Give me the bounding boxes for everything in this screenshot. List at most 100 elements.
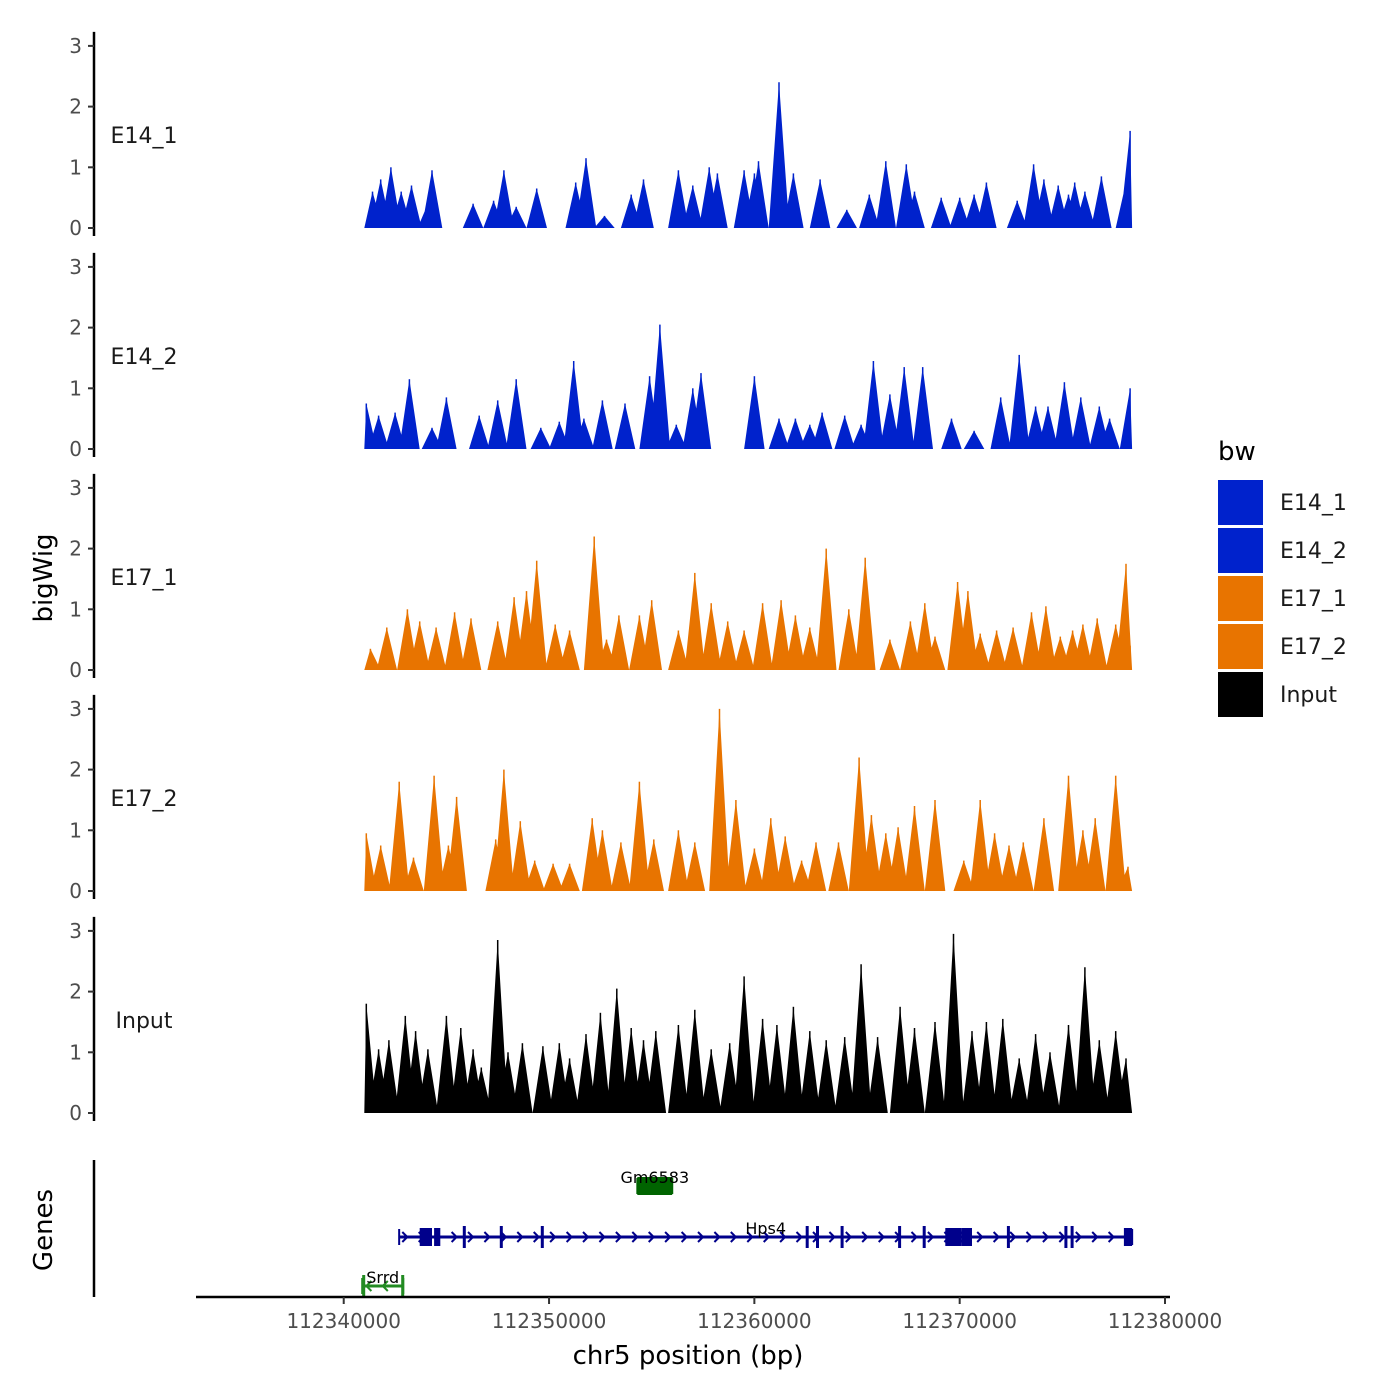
- x-tick-label-4: 112380000: [1108, 1309, 1223, 1333]
- exon-hps4-10: [945, 1228, 962, 1246]
- signal-area-e14-1: [364, 82, 1133, 228]
- exon-hps4-5: [805, 1226, 809, 1248]
- y-tick-label-e17-2-1: 1: [69, 818, 82, 842]
- strand-arrow-hps4-12: [598, 1231, 606, 1243]
- gene-gm6583: Gm6583: [620, 1168, 689, 1195]
- strand-arrow-hps4-27: [845, 1231, 853, 1243]
- strand-arrow-hps4-22: [762, 1231, 771, 1243]
- strand-arrow-hps4-7: [516, 1231, 524, 1243]
- strand-arrow-hps4-4: [467, 1231, 475, 1243]
- y-tick-label-e14-1-0: 0: [69, 216, 82, 240]
- y-axis-title: bigWig: [29, 533, 59, 622]
- strand-arrow-hps4-21: [746, 1231, 754, 1243]
- gene-hps4: Hps4: [398, 1219, 1134, 1248]
- strand-arrow-srrd-1: [381, 1280, 389, 1292]
- strand-arrow-hps4-42: [1091, 1231, 1099, 1243]
- legend-title: bw: [1218, 437, 1256, 467]
- legend-swatch-e17-2: [1218, 624, 1263, 669]
- legend-label-e14-1: E14_1: [1280, 491, 1347, 516]
- strand-arrow-hps4-15: [647, 1231, 656, 1243]
- track-input: 0 1 2 3 Input: [69, 916, 1133, 1125]
- strand-arrow-hps4-35: [976, 1231, 984, 1243]
- strand-arrow-hps4-37: [1009, 1231, 1017, 1243]
- strand-arrow-hps4-8: [532, 1231, 541, 1243]
- y-tick-label-e14-2-3: 3: [69, 255, 82, 279]
- legend-swatch-input: [1218, 672, 1263, 717]
- y-tick-label-e14-1-2: 2: [69, 95, 82, 119]
- gene-label-gm6583: Gm6583: [620, 1168, 689, 1187]
- strand-arrow-hps4-26: [828, 1231, 836, 1243]
- track-e17-1: 0 1 2 3 E17_1: [69, 473, 1133, 682]
- track-label-e17-1: E17_1: [111, 566, 178, 591]
- x-tick-label-2: 112360000: [697, 1309, 812, 1333]
- y-tick-label-e14-2-0: 0: [69, 437, 82, 461]
- track-e14-2: 0 1 2 3 E14_2: [69, 252, 1133, 461]
- strand-arrow-hps4-5: [483, 1231, 491, 1243]
- strand-arrow-hps4-20: [730, 1231, 738, 1243]
- exon-gm6583-0: [637, 1177, 673, 1195]
- legend: bw E14_1 E14_2 E17_1 E17_2 Input: [1218, 437, 1347, 717]
- strand-arrow-hps4-24: [795, 1231, 803, 1243]
- signal-area-e17-1: [364, 536, 1133, 670]
- strand-arrow-hps4-31: [910, 1231, 918, 1243]
- exon-hps4-15: [1123, 1228, 1133, 1246]
- exon-hps4-1: [434, 1228, 441, 1246]
- exon-hps4-13: [1064, 1226, 1068, 1248]
- track-label-e14-1: E14_1: [111, 124, 178, 149]
- strand-arrow-hps4-29: [877, 1231, 886, 1243]
- track-label-e17-2: E17_2: [111, 787, 178, 812]
- exon-hps4-11: [961, 1228, 972, 1246]
- exon-hps4-7: [840, 1226, 844, 1248]
- legend-swatch-e14-1: [1218, 480, 1263, 525]
- genes-axis-title: Genes: [29, 1189, 59, 1271]
- strand-arrow-hps4-41: [1075, 1231, 1083, 1243]
- y-tick-label-e17-1-1: 1: [69, 597, 82, 621]
- x-tick-label-3: 112370000: [902, 1309, 1017, 1333]
- signal-tracks: 0 1 2 3 E14_1 0 1 2 3 E14_2 0 1 2 3 E17_1 0 1 2 3 E17_2 0 1 2 3…: [69, 31, 1133, 1125]
- track-label-e14-2: E14_2: [111, 345, 178, 370]
- strand-arrow-hps4-9: [549, 1231, 557, 1243]
- exon-hps4-4: [540, 1226, 544, 1248]
- strand-arrow-hps4-39: [1042, 1231, 1050, 1243]
- strand-arrow-hps4-40: [1058, 1231, 1066, 1243]
- exon-srrd-0: [362, 1275, 366, 1297]
- strand-arrow-hps4-23: [779, 1231, 787, 1243]
- y-tick-label-e14-1-3: 3: [69, 34, 82, 58]
- legend-swatch-e17-1: [1218, 576, 1263, 621]
- gene-label-hps4: Hps4: [745, 1219, 786, 1238]
- x-axis: 112340000 112350000 112360000 112370000 1123…: [196, 1295, 1223, 1333]
- exon-hps4-14: [1070, 1226, 1074, 1248]
- y-tick-label-input-0: 0: [69, 1101, 82, 1125]
- gene-label-srrd: Srrd: [366, 1268, 399, 1287]
- legend-label-e17-2: E17_2: [1280, 635, 1347, 660]
- track-e14-1: 0 1 2 3 E14_1: [69, 31, 1133, 240]
- strand-arrow-hps4-13: [615, 1231, 623, 1243]
- strand-arrow-hps4-16: [664, 1231, 672, 1243]
- strand-arrow-srrd-0: [364, 1280, 373, 1292]
- y-tick-label-e17-2-3: 3: [69, 697, 82, 721]
- exon-hps4-9: [922, 1226, 926, 1248]
- y-tick-label-input-1: 1: [69, 1040, 82, 1064]
- legend-swatch-e14-2: [1218, 528, 1263, 573]
- x-axis-title: chr5 position (bp): [573, 1341, 804, 1371]
- exon-hps4-2: [462, 1226, 466, 1248]
- strand-arrow-hps4-43: [1107, 1231, 1116, 1243]
- gene-srrd: Srrd: [361, 1268, 405, 1297]
- y-tick-label-input-3: 3: [69, 919, 82, 943]
- signal-area-e14-2: [364, 324, 1133, 449]
- strand-arrow-hps4-32: [927, 1231, 935, 1243]
- y-tick-label-input-2: 2: [69, 980, 82, 1004]
- strand-arrow-hps4-14: [631, 1231, 639, 1243]
- y-tick-label-e17-1-3: 3: [69, 476, 82, 500]
- legend-label-input: Input: [1280, 683, 1337, 708]
- strand-arrow-hps4-28: [861, 1231, 869, 1243]
- y-tick-label-e17-1-0: 0: [69, 658, 82, 682]
- x-tick-label-1: 112350000: [492, 1309, 607, 1333]
- gene-track: Gm6583 Hps4 Srrd: [92, 1160, 1134, 1297]
- strand-arrow-hps4-19: [713, 1231, 721, 1243]
- strand-arrow-hps4-18: [697, 1231, 705, 1243]
- exon-hps4-0: [419, 1228, 432, 1246]
- y-tick-label-e17-1-2: 2: [69, 537, 82, 561]
- y-tick-label-e14-2-1: 1: [69, 376, 82, 400]
